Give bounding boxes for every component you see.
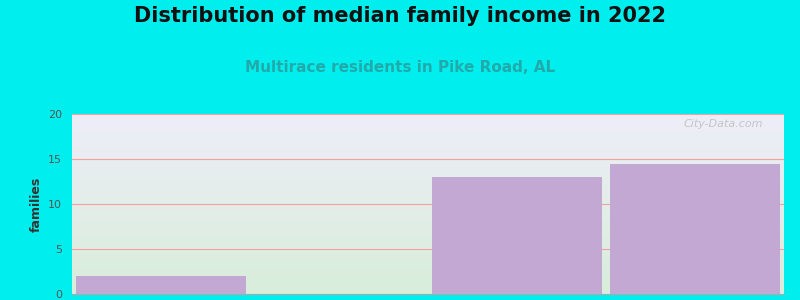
- Bar: [77, 276, 246, 294]
- Text: City-Data.com: City-Data.com: [683, 119, 762, 129]
- Bar: [433, 177, 602, 294]
- Y-axis label: families: families: [30, 176, 42, 232]
- Text: Distribution of median family income in 2022: Distribution of median family income in …: [134, 6, 666, 26]
- Text: Multirace residents in Pike Road, AL: Multirace residents in Pike Road, AL: [245, 60, 555, 75]
- Bar: [610, 164, 779, 294]
